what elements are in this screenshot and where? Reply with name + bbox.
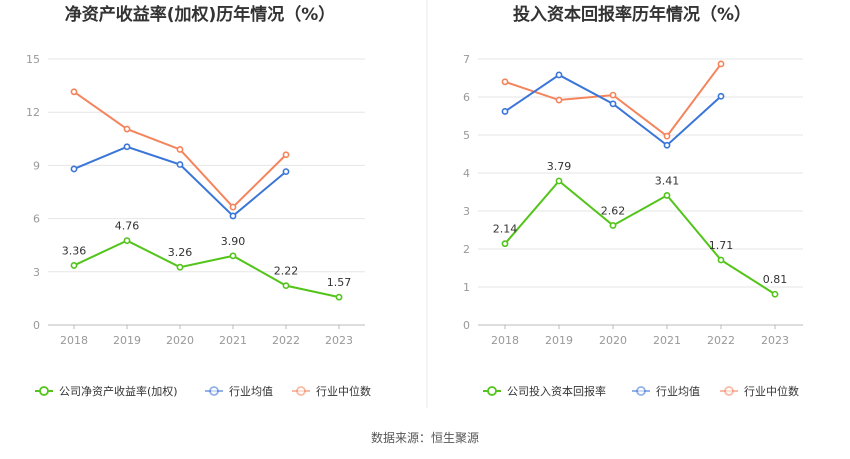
series-line-company <box>73 239 340 299</box>
data-point-avg <box>176 161 184 168</box>
data-point-median <box>282 151 290 159</box>
data-point-median <box>123 125 131 133</box>
data-label: 2.62 <box>601 204 626 217</box>
data-label: 3.26 <box>168 246 193 259</box>
y-tick-label: 12 <box>26 106 40 119</box>
data-point-company <box>555 177 563 185</box>
data-point-company <box>176 263 184 271</box>
data-point-company <box>123 237 131 244</box>
legend-item-avg: 行业均值 <box>632 385 700 398</box>
data-label: 1.71 <box>709 239 734 252</box>
data-point-median <box>176 146 184 153</box>
y-tick-label: 7 <box>463 53 470 66</box>
data-label: 3.41 <box>655 174 680 187</box>
legend-label: 行业均值 <box>656 385 700 398</box>
data-point-avg <box>609 100 617 108</box>
data-label: 0.81 <box>763 273 788 286</box>
data-point-avg <box>663 141 671 149</box>
data-point-avg <box>282 168 290 176</box>
data-point-median <box>717 60 725 68</box>
data-point-avg <box>555 71 563 79</box>
x-tick-label: 2023 <box>761 334 789 347</box>
data-point-company <box>335 293 343 301</box>
legend-item-company: 公司净资产收益率(加权) <box>35 384 178 398</box>
x-tick-label: 2019 <box>545 334 573 347</box>
y-tick-label: 0 <box>33 319 40 332</box>
x-tick-label: 2021 <box>653 334 681 347</box>
y-tick-label: 2 <box>463 243 470 256</box>
data-label: 4.76 <box>115 220 140 233</box>
data-point-company <box>501 240 509 248</box>
y-tick-label: 5 <box>463 129 470 142</box>
data-label: 3.90 <box>221 235 246 248</box>
x-tick-label: 2022 <box>272 334 300 347</box>
data-label: 3.79 <box>547 160 572 173</box>
legend-label: 公司投入资本回报率 <box>507 384 606 398</box>
y-tick-label: 6 <box>33 213 40 226</box>
chart-title: 净资产收益率(加权)历年情况（%） <box>65 4 336 25</box>
data-point-company <box>771 290 779 298</box>
x-tick-label: 2020 <box>599 334 627 347</box>
y-tick-label: 3 <box>33 266 40 279</box>
x-tick-label: 2021 <box>219 334 247 347</box>
data-point-company <box>282 282 290 290</box>
legend-label: 公司净资产收益率(加权) <box>59 384 178 398</box>
x-tick-label: 2022 <box>707 334 735 347</box>
legend-label: 行业均值 <box>229 385 273 398</box>
chart-1: 净资产收益率(加权)历年情况（%） 0 3 6 9 12 15 2018 2019 2020 202… <box>26 4 371 398</box>
y-tick-label: 1 <box>463 281 470 294</box>
data-label: 2.22 <box>274 265 299 278</box>
data-point-median <box>555 96 563 104</box>
y-tick-label: 0 <box>463 319 470 332</box>
data-point-median <box>229 203 237 211</box>
legend-item-company: 公司投入资本回报率 <box>483 384 606 398</box>
data-point-company <box>609 222 617 229</box>
legend-item-median: 行业中位数 <box>720 384 799 398</box>
legend-item-avg: 行业均值 <box>205 385 273 398</box>
legend-marker <box>487 386 497 396</box>
chart-2: 投入资本回报率历年情况（%） 0 1 2 3 4 5 6 7 2018 2019 2020 2021 20… <box>463 4 803 398</box>
legend-label: 行业中位数 <box>744 384 799 398</box>
data-point-avg <box>70 165 78 173</box>
legend-item-median: 行业中位数 <box>292 384 371 398</box>
x-tick-label: 2019 <box>113 334 141 347</box>
x-tick-label: 2023 <box>325 334 353 347</box>
legend-marker <box>636 386 646 396</box>
x-tick-label: 2020 <box>166 334 194 347</box>
series-line-avg <box>73 145 287 218</box>
x-tick-label: 2018 <box>60 334 88 347</box>
data-point-avg <box>717 92 725 100</box>
y-tick-label: 15 <box>26 53 40 66</box>
y-tick-label: 9 <box>33 159 40 172</box>
series-line-company <box>504 179 776 296</box>
legend-label: 行业中位数 <box>316 384 371 398</box>
data-point-median <box>609 91 617 99</box>
data-source: 数据来源：恒生聚源 <box>371 430 479 445</box>
x-tick-label: 2018 <box>491 334 519 347</box>
data-point-company <box>229 252 237 260</box>
chart-title: 投入资本回报率历年情况（%） <box>513 4 751 25</box>
data-point-company <box>717 256 725 264</box>
legend-marker <box>296 386 306 396</box>
legend-marker <box>209 386 219 396</box>
data-point-median <box>501 78 509 86</box>
data-label: 1.57 <box>327 276 352 289</box>
y-tick-label: 6 <box>463 91 470 104</box>
data-label: 2.14 <box>493 223 518 236</box>
y-tick-label: 4 <box>463 167 470 180</box>
data-point-avg <box>229 212 237 220</box>
data-point-avg <box>501 108 509 115</box>
data-point-median <box>70 88 78 96</box>
legend-marker <box>724 386 734 396</box>
legend-marker <box>39 386 49 396</box>
data-point-median <box>663 132 671 140</box>
data-point-company <box>663 192 671 199</box>
data-label: 3.36 <box>62 244 87 257</box>
data-point-avg <box>123 143 131 151</box>
data-point-company <box>70 262 78 269</box>
y-tick-label: 3 <box>463 205 470 218</box>
